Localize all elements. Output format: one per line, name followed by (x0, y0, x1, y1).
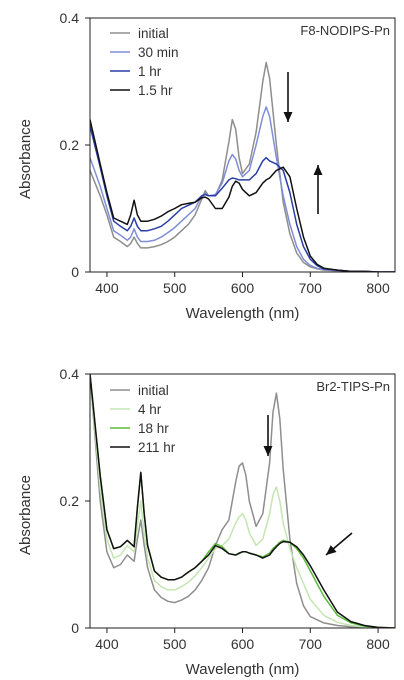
x-tick-label: 800 (366, 280, 390, 296)
x-tick-label: 700 (299, 280, 323, 296)
y-tick-label: 0 (71, 620, 79, 636)
series-line-3 (90, 374, 395, 628)
legend-label: 1.5 hr (138, 83, 173, 98)
legend-label: 1 hr (138, 64, 162, 79)
y-tick-label: 0.2 (60, 137, 80, 153)
legend-label: 4 hr (138, 402, 162, 417)
x-tick-label: 400 (95, 280, 119, 296)
x-tick-label: 600 (231, 636, 255, 652)
chart-title: F8-NODIPS-Pn (300, 23, 390, 38)
y-axis-label: Absorbance (17, 475, 34, 555)
plot-frame (89, 373, 396, 629)
chart-panel-1: 400 500 600 700 800 0 0.2 0.4 Wavelength (nm) Abs… (17, 10, 396, 322)
x-tick-label: 400 (95, 636, 119, 652)
series-line-1 (90, 374, 395, 628)
chart-title: Br2-TIPS-Pn (316, 379, 390, 394)
series-line-4 (90, 119, 395, 272)
series-group (90, 374, 395, 628)
legend-label: 211 hr (138, 440, 176, 455)
x-tick-label: 700 (299, 636, 323, 652)
series-line-3 (90, 125, 395, 272)
series-line-2 (90, 374, 395, 628)
x-tick-label: 600 (231, 280, 255, 296)
legend-label: 18 hr (138, 421, 169, 436)
legend: initial 30 min 1 hr 1.5 hr (110, 26, 179, 98)
annotation-arrow-2 (325, 532, 353, 556)
series-line-4 (90, 374, 395, 628)
annotation-arrow-1 (283, 72, 293, 122)
x-axis-label: Wavelength (nm) (186, 305, 300, 322)
legend-label: initial (138, 26, 169, 41)
x-tick-label: 800 (366, 636, 390, 652)
x-tick-label: 500 (163, 636, 187, 652)
series-line-1 (90, 61, 395, 272)
y-axis-label: Absorbance (17, 119, 34, 199)
legend-label: 30 min (138, 45, 179, 60)
y-tick-label: 0.4 (60, 366, 80, 382)
chart-panel-2: 400 500 600 700 800 0 0.2 0.4 Wavelength (nm) Abs… (17, 366, 396, 678)
y-tick-label: 0.2 (60, 493, 80, 509)
x-tick-label: 500 (163, 280, 187, 296)
y-tick-label: 0 (71, 264, 79, 280)
legend-label: initial (138, 383, 169, 398)
annotation-arrow-1 (263, 415, 273, 456)
legend: initial 4 hr 18 hr 211 hr (110, 383, 176, 455)
series-group (90, 61, 395, 272)
annotation-arrow-2 (313, 165, 323, 214)
series-line-2 (90, 106, 395, 272)
x-axis-label: Wavelength (nm) (186, 661, 300, 678)
y-tick-label: 0.4 (60, 10, 80, 26)
